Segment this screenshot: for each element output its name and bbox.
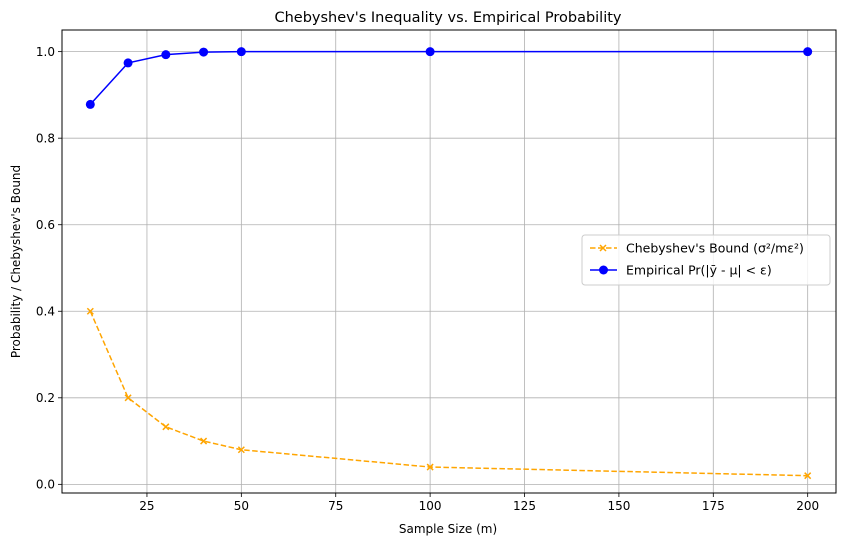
- legend: Chebyshev's Bound (σ²/mε²) Empirical Pr(…: [581, 234, 831, 286]
- legend-label-empirical: Empirical Pr(|ȳ - μ| < ε): [626, 263, 772, 278]
- data-point-x-marker: [237, 446, 245, 454]
- data-point-dot-marker: [161, 50, 171, 60]
- series-line-0: [89, 310, 808, 477]
- y-tick-label: 0.0: [36, 478, 55, 492]
- data-point-dot-marker: [236, 47, 246, 57]
- y-tick-label: 0.2: [36, 391, 55, 405]
- y-axis: 0.0 0.2 0.4 0.6 0.8 1.0: [36, 45, 62, 492]
- legend-label-chebyshev: Chebyshev's Bound (σ²/mε²): [626, 241, 804, 256]
- x-tick-label: 200: [796, 499, 819, 513]
- data-point-dot-marker: [803, 47, 813, 57]
- data-point-x-marker: [804, 472, 812, 480]
- y-tick-label: 0.6: [36, 218, 55, 232]
- legend-box: [581, 234, 831, 286]
- data-point-x-marker: [124, 394, 132, 402]
- legend-swatch-dot-marker: [599, 265, 608, 275]
- legend-swatch-x-marker: [599, 244, 607, 252]
- x-tick-label: 150: [607, 499, 630, 513]
- x-tick-label: 75: [328, 499, 343, 513]
- x-tick-label: 25: [139, 499, 154, 513]
- x-axis: 25 50 75 100 125 150 175 200: [139, 493, 819, 513]
- y-tick-label: 0.8: [36, 131, 55, 145]
- data-point-dot-marker: [425, 47, 435, 57]
- x-tick-label: 100: [419, 499, 442, 513]
- data-point-dot-marker: [199, 47, 209, 57]
- x-tick-label: 175: [702, 499, 725, 513]
- data-point-x-marker: [200, 437, 208, 445]
- data-point-x-marker: [426, 463, 434, 471]
- chart-title: Chebyshev's Inequality vs. Empirical Pro…: [274, 10, 621, 26]
- data-point-x-marker: [162, 423, 170, 431]
- data-point-dot-marker: [123, 58, 133, 68]
- y-tick-label: 0.4: [36, 304, 55, 318]
- x-tick-label: 125: [513, 499, 536, 513]
- series-layer: [85, 47, 813, 480]
- plot-frame: [61, 29, 837, 494]
- x-axis-label: Sample Size (m): [399, 522, 497, 536]
- data-point-x-marker: [86, 307, 94, 315]
- data-point-dot-marker: [85, 99, 95, 109]
- y-axis-label: Probability / Chebyshev's Bound: [9, 165, 23, 358]
- y-tick-label: 1.0: [36, 45, 55, 59]
- series-line-1: [89, 50, 808, 105]
- x-tick-label: 50: [234, 499, 249, 513]
